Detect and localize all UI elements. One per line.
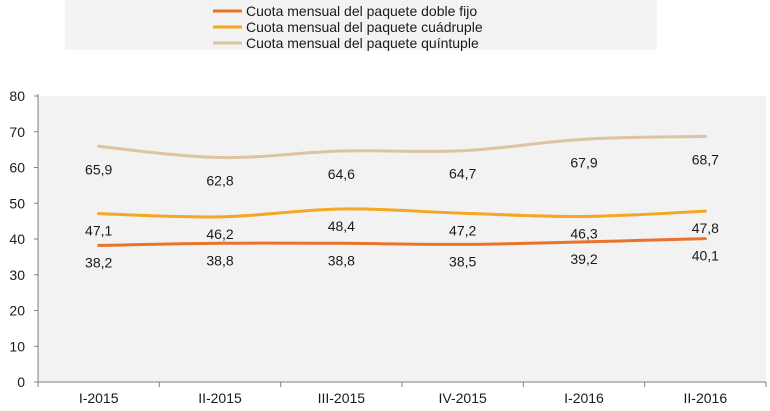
x-axis: I-2015 II-2015 III-2015 IV-2015 I-2016 II-201… — [37, 381, 767, 406]
data-label: 39,2 — [570, 251, 597, 267]
data-label: 62,8 — [206, 172, 233, 188]
y-tick-label: 60 — [9, 160, 25, 176]
data-label: 38,2 — [85, 254, 112, 270]
series-line — [97, 237, 707, 247]
series-line — [97, 207, 707, 219]
data-label: 48,4 — [328, 218, 355, 234]
legend: Cuota mensual del paquete doble fijoCuot… — [65, 0, 657, 51]
y-tick-label: 40 — [9, 231, 25, 247]
y-tick-label: 10 — [9, 338, 25, 354]
data-label: 64,7 — [449, 166, 476, 182]
series-lines — [97, 134, 707, 247]
data-label: 40,1 — [692, 248, 719, 264]
data-label: 65,9 — [85, 161, 112, 177]
data-label: 46,2 — [206, 226, 233, 242]
legend-label: Cuota mensual del paquete quíntuple — [246, 35, 479, 51]
data-label: 47,2 — [449, 222, 476, 238]
x-tick-label: I-2016 — [564, 390, 604, 406]
y-tick-label: 0 — [17, 374, 25, 390]
legend-label: Cuota mensual del paquete cuádruple — [246, 19, 483, 35]
y-tick-label: 80 — [9, 88, 25, 104]
x-tick-label: IV-2015 — [439, 390, 487, 406]
legend-label: Cuota mensual del paquete doble fijo — [246, 3, 477, 19]
data-label: 68,7 — [692, 151, 719, 167]
x-tick-label: I-2015 — [79, 390, 119, 406]
data-label: 38,8 — [206, 252, 233, 268]
data-label: 46,3 — [570, 225, 597, 241]
y-tick-label: 70 — [9, 124, 25, 140]
y-tick-label: 20 — [9, 303, 25, 319]
y-tick-label: 50 — [9, 195, 25, 211]
data-label: 38,8 — [328, 252, 355, 268]
x-tick-label: II-2016 — [684, 390, 728, 406]
data-label: 38,5 — [449, 253, 476, 269]
data-label: 64,6 — [328, 166, 355, 182]
x-tick-label: III-2015 — [318, 390, 366, 406]
data-label: 47,1 — [85, 223, 112, 239]
y-axis: 0 10 20 30 40 50 60 70 80 — [9, 88, 39, 390]
data-labels: 38,2 38,8 38,8 38,5 39,2 40,1 47,1 46,2 48,4 47,2… — [85, 151, 719, 270]
series-line — [97, 134, 707, 160]
legend-box — [65, 0, 657, 50]
x-tick-label: II-2015 — [198, 390, 242, 406]
y-tick-label: 30 — [9, 267, 25, 283]
data-label: 67,9 — [570, 154, 597, 170]
data-label: 47,8 — [692, 220, 719, 236]
